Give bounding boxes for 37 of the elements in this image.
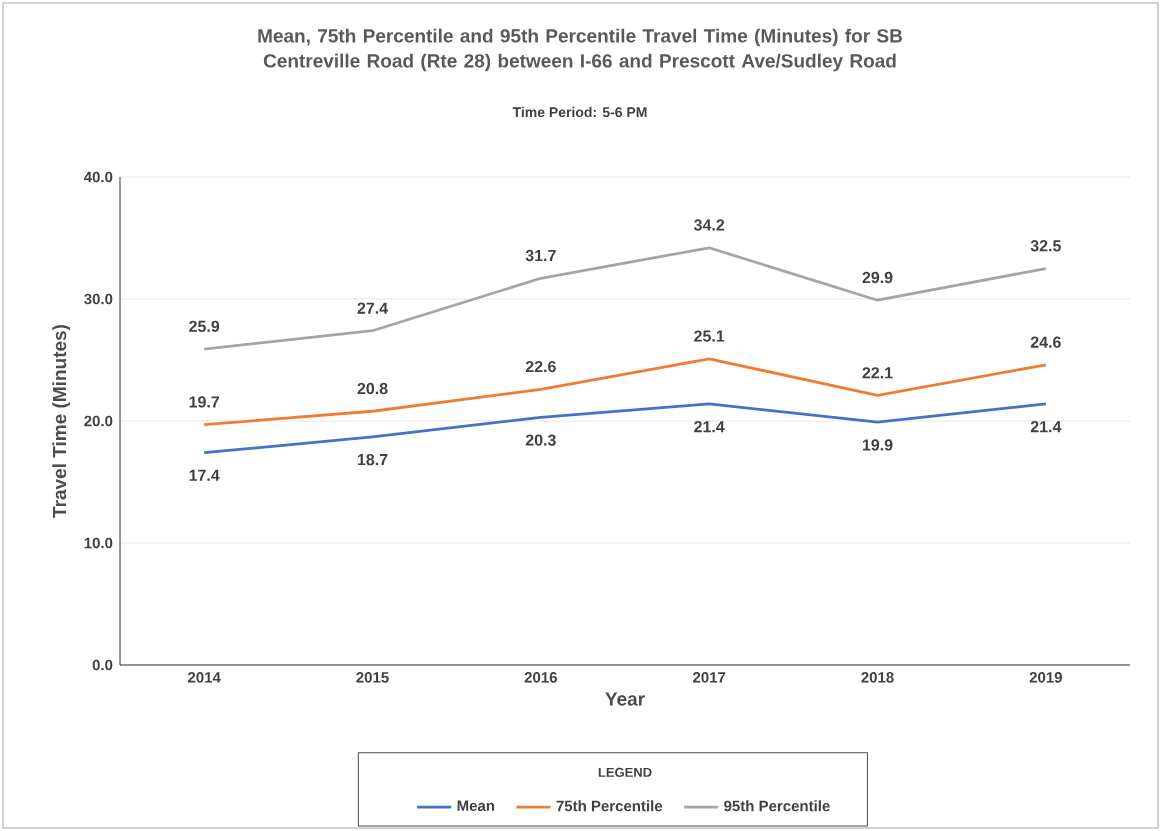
y-tick-label: 20.0	[84, 415, 113, 427]
y-tick-label: 0.0	[92, 659, 113, 671]
data-label: 20.3	[525, 434, 556, 446]
data-label: 20.8	[357, 382, 388, 395]
data-label: 21.4	[694, 421, 725, 433]
x-tick-label: 2018	[861, 672, 894, 683]
x-tick-label: 2015	[356, 672, 389, 683]
legend-title: LEGEND	[598, 767, 652, 777]
data-label: 31.7	[525, 249, 556, 262]
data-label: 17.4	[189, 469, 220, 481]
x-tick-label: 2014	[188, 672, 221, 683]
data-label: 22.6	[525, 360, 556, 373]
data-label: 19.9	[862, 439, 893, 451]
y-tick-label: 40.0	[83, 171, 113, 183]
y-tick-label: 10.0	[84, 537, 113, 549]
chart-title: Mean, 75th Percentile and 95th Percentile Travel Time (Minutes) for SB Centreville Road (Rte 28) between I-66 and Prescott Ave/Sudley Road	[258, 28, 903, 72]
data-label: 22.1	[862, 367, 893, 379]
legend-label: 95th Percentile	[724, 800, 830, 812]
chart-subtitle: Time Period: 5-6 PM	[512, 106, 647, 118]
data-label: 21.4	[1030, 421, 1062, 433]
data-label: 29.9	[862, 271, 893, 284]
data-label: 24.6	[1030, 336, 1061, 348]
legend-label: 75th Percentile	[556, 800, 663, 812]
legend-label: Mean	[457, 800, 495, 812]
data-label: 25.1	[694, 330, 725, 342]
y-axis-title: Travel Time (Minutes)	[52, 324, 71, 518]
data-label: 34.2	[693, 219, 725, 231]
x-tick-label: 2017	[693, 672, 726, 683]
y-tick-label: 30.0	[84, 293, 113, 305]
data-label: 27.4	[357, 302, 388, 314]
data-label: 19.7	[189, 396, 220, 408]
data-label: 18.7	[357, 453, 388, 466]
data-label: 25.9	[189, 320, 220, 332]
x-axis-title: Year	[605, 692, 645, 706]
x-tick-label: 2016	[524, 672, 557, 683]
data-label: 32.5	[1030, 240, 1061, 252]
x-tick-label: 2019	[1029, 672, 1062, 683]
